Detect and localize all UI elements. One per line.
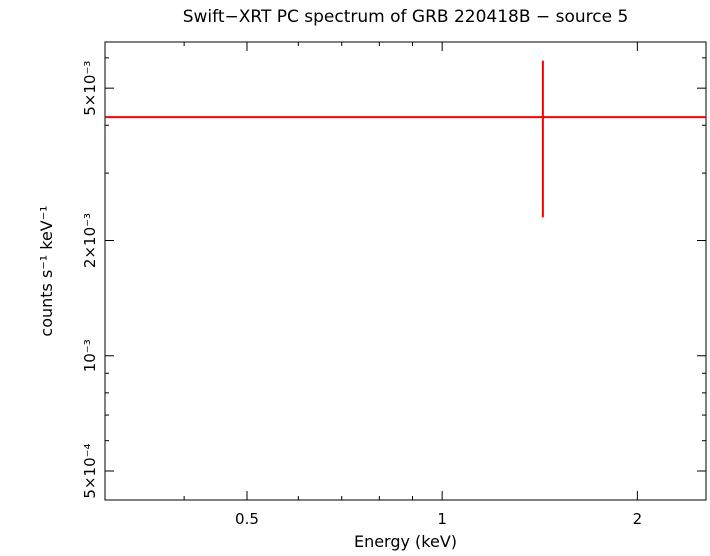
x-axis-label: Energy (keV): [354, 532, 457, 551]
y-axis-tick-label: 5×10⁻³: [81, 61, 99, 116]
y-axis-tick-label: 2×10⁻³: [81, 213, 99, 268]
x-axis-tick-label: 2: [633, 510, 643, 528]
y-axis-tick-label: 10⁻³: [81, 339, 99, 372]
y-axis-tick-label: 5×10⁻⁴: [81, 443, 99, 498]
plot-frame: [104, 41, 707, 501]
x-axis-tick-label: 1: [437, 510, 447, 528]
chart-title: Swift−XRT PC spectrum of GRB 220418B − s…: [182, 7, 629, 27]
y-axis-label: counts s⁻¹ keV⁻¹: [37, 205, 56, 336]
x-axis-tick-label: 0.5: [235, 510, 259, 528]
